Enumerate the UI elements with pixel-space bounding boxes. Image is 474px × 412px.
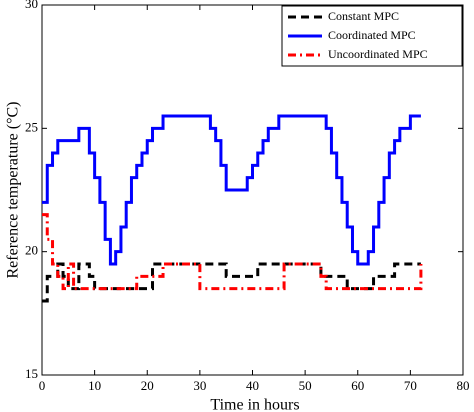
x-tick-label: 70 xyxy=(404,378,417,393)
line-series xyxy=(42,114,421,266)
line-series xyxy=(42,213,423,291)
legend-label: Constant MPC xyxy=(328,9,399,23)
legend-label: Uncoordinated MPC xyxy=(328,47,428,61)
x-tick-label: 20 xyxy=(141,378,154,393)
x-tick-label: 50 xyxy=(299,378,312,393)
y-tick-label: 30 xyxy=(25,0,38,11)
x-tick-label: 0 xyxy=(39,378,46,393)
x-tick-label: 40 xyxy=(246,378,259,393)
x-tick-label: 10 xyxy=(88,378,101,393)
x-tick-label: 60 xyxy=(351,378,364,393)
x-tick-label: 30 xyxy=(193,378,206,393)
x-axis-label: Time in hours xyxy=(210,397,299,412)
y-tick-label: 25 xyxy=(25,119,38,134)
plot-area xyxy=(41,4,464,376)
legend-label: Coordinated MPC xyxy=(328,28,416,42)
x-tick-label: 80 xyxy=(457,378,470,393)
y-tick-label: 20 xyxy=(25,243,38,258)
y-axis-label: Reference temperature (°C) xyxy=(5,102,22,279)
y-tick-label: 15 xyxy=(25,366,38,381)
